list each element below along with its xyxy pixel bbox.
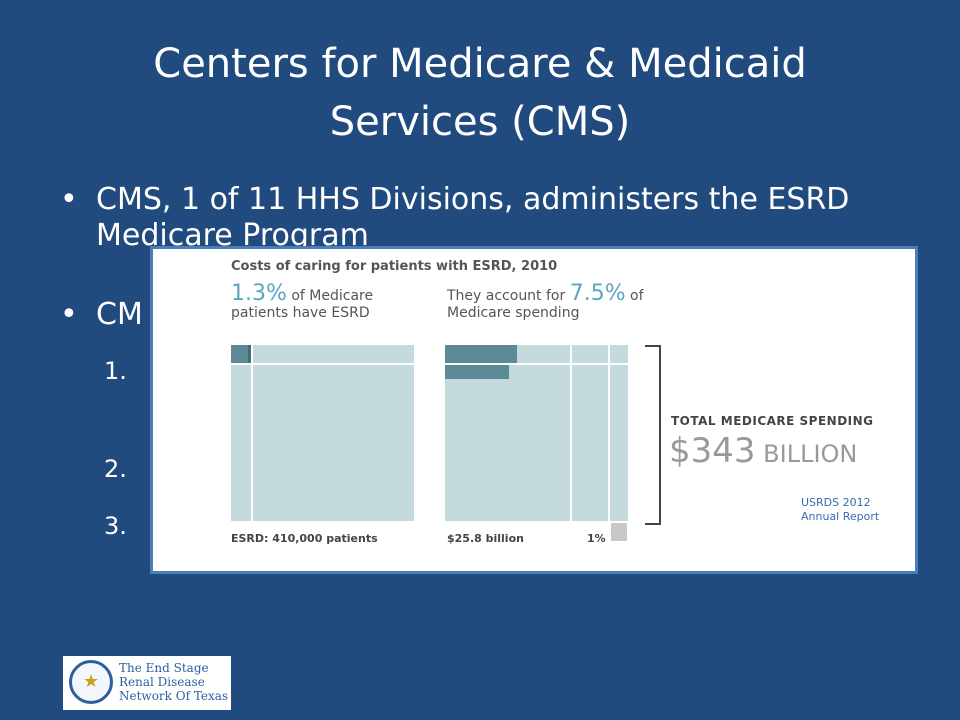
spending-panel — [445, 345, 628, 541]
star-icon: ★ — [83, 671, 100, 692]
bullet-marker: • — [60, 182, 78, 217]
bullet-1: • CMS, 1 of 11 HHS Divisions, administer… — [60, 182, 876, 254]
left-footer: ESRD: 410,000 patients — [231, 532, 378, 545]
total-spending-value: $343 BILLION — [669, 431, 857, 471]
esrd-patients-bar-mark — [248, 345, 253, 363]
total-spending-label: TOTAL MEDICARE SPENDING — [671, 414, 874, 428]
right-heading: They account for 7.5% of Medicare spendi… — [447, 283, 667, 322]
network-logo: ★ The End Stage Renal Disease Network Of… — [63, 656, 231, 710]
panel-divider — [251, 345, 253, 521]
panel-divider — [445, 363, 628, 365]
bullet-2: • CM — [60, 297, 143, 333]
right-heading-prefix: They account for — [447, 288, 570, 304]
panel-divider — [608, 345, 610, 521]
bullet-text: CMS, 1 of 11 HHS Divisions, administers … — [96, 182, 850, 253]
esrd-patients-bar — [231, 345, 251, 363]
logo-text: The End Stage Renal Disease Network Of T… — [119, 661, 229, 703]
bullet-text: CM — [96, 297, 143, 332]
total-amount: $343 — [669, 431, 756, 471]
left-heading-text: of Medicare patients have ESRD — [231, 288, 374, 321]
one-percent-block — [611, 523, 627, 541]
patients-panel — [231, 345, 414, 521]
figure-title: Costs of caring for patients with ESRD, … — [231, 259, 558, 274]
right-footer: $25.8 billion — [447, 532, 524, 545]
total-unit: BILLION — [755, 440, 858, 468]
right-heading-pct: 7.5% — [569, 281, 626, 306]
source-note: USRDS 2012 Annual Report — [801, 496, 880, 523]
right-heading-suffix: of Medicare spending — [447, 288, 644, 321]
esrd-spending-bar-2 — [445, 365, 509, 379]
list-number-1: 1. — [104, 357, 127, 385]
left-heading: 1.3% of Medicare patients have ESRD — [231, 283, 421, 322]
bracket-icon — [645, 345, 661, 525]
list-number-3: 3. — [104, 512, 127, 540]
slide-title: Centers for Medicare & Medicaid Services… — [153, 41, 807, 145]
list-number-2: 2. — [104, 455, 127, 483]
left-heading-pct: 1.3% — [231, 281, 287, 306]
panel-divider — [231, 363, 414, 365]
panel-divider — [570, 345, 572, 521]
texas-seal-icon: ★ — [69, 660, 113, 704]
right-footer-small: 1% — [587, 532, 606, 545]
esrd-cost-figure: Costs of caring for patients with ESRD, … — [150, 246, 918, 574]
bullet-marker: • — [60, 297, 78, 332]
esrd-spending-bar — [445, 345, 517, 363]
